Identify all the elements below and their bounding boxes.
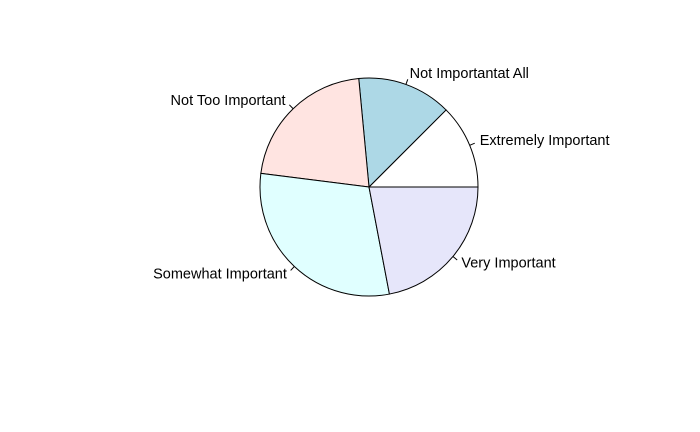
pie-label-very-important: Very Important <box>461 255 555 271</box>
pie-labels: Extremely Important Not Importantat All No… <box>153 66 609 282</box>
pie-label-not-too-important: Not Too Important <box>171 93 286 109</box>
pie-label-line-very-important <box>452 256 458 261</box>
pie-label-extremely-important: Extremely Important <box>480 133 610 149</box>
pie-slice-not-too-important <box>260 77 370 188</box>
pie-label-line-somewhat-important <box>290 266 295 271</box>
pie-label-line-not-too-important <box>288 104 294 110</box>
pie-label-not-importantat-all: Not Importantat All <box>410 66 529 82</box>
pie-slice-not-importantat-all <box>358 77 447 189</box>
pie-label-line-not-importantat-all <box>405 79 409 85</box>
pie-slice-very-important <box>368 186 479 295</box>
pie-slice-somewhat-important <box>259 172 391 297</box>
pie-label-line-extremely-important <box>469 142 475 146</box>
pie-slices <box>259 77 479 297</box>
pie-label-somewhat-important: Somewhat Important <box>153 266 287 282</box>
